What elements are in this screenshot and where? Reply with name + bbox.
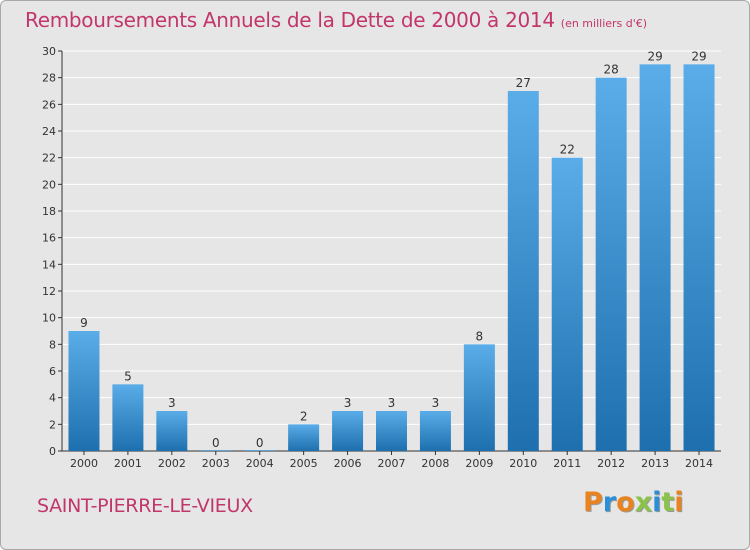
bar xyxy=(244,450,276,451)
y-tick-label: 12 xyxy=(42,285,56,298)
y-tick-label: 20 xyxy=(42,178,56,191)
bar xyxy=(595,77,627,452)
bar xyxy=(683,64,715,452)
y-tick-label: 14 xyxy=(42,258,56,271)
data-label: 22 xyxy=(560,143,575,157)
x-tick-label: 2008 xyxy=(421,457,449,470)
x-tick-label: 2004 xyxy=(246,457,274,470)
data-label: 27 xyxy=(516,76,531,90)
data-label: 3 xyxy=(432,396,440,410)
bar xyxy=(68,331,100,451)
y-tick-label: 30 xyxy=(42,45,56,58)
data-label: 8 xyxy=(476,329,484,343)
data-label: 3 xyxy=(344,396,352,410)
bar xyxy=(200,450,232,451)
data-label: 3 xyxy=(388,396,396,410)
x-tick-label: 2003 xyxy=(202,457,230,470)
bar xyxy=(112,384,144,451)
data-label: 5 xyxy=(124,369,132,383)
x-tick-label: 2013 xyxy=(641,457,669,470)
chart-title: Remboursements Annuels de la Dette de 20… xyxy=(25,8,647,32)
bar xyxy=(332,411,364,451)
y-tick-label: 0 xyxy=(49,445,56,458)
x-tick-label: 2006 xyxy=(334,457,362,470)
proxiti-logo: Proxiti xyxy=(583,487,684,518)
x-tick-label: 2014 xyxy=(685,457,713,470)
y-tick-label: 24 xyxy=(42,125,56,138)
logo-letter: i xyxy=(674,487,684,518)
data-label: 29 xyxy=(691,49,706,63)
y-tick-label: 4 xyxy=(49,392,56,405)
data-label: 0 xyxy=(212,436,220,450)
data-labels: 9 5 3 0 0 2 3 3 3 8 27 22 28 29 29 xyxy=(80,49,707,450)
x-tick-label: 2011 xyxy=(553,457,581,470)
y-tick-label: 16 xyxy=(42,232,56,245)
y-tick-label: 28 xyxy=(42,72,56,85)
y-tick-label: 8 xyxy=(49,338,56,351)
x-tick-label: 2005 xyxy=(290,457,318,470)
bar xyxy=(463,344,495,451)
data-label: 0 xyxy=(256,436,264,450)
bar xyxy=(551,157,583,451)
data-label: 28 xyxy=(604,63,619,77)
logo-letter: o xyxy=(616,487,635,518)
x-tick-label: 2009 xyxy=(465,457,493,470)
bar xyxy=(639,64,671,452)
y-tick-label: 22 xyxy=(42,152,56,165)
x-tick-label: 2010 xyxy=(509,457,537,470)
y-tick-label: 2 xyxy=(49,418,56,431)
y-tick-label: 18 xyxy=(42,205,56,218)
bar xyxy=(288,424,320,451)
bar xyxy=(156,411,188,451)
chart-title-main: Remboursements Annuels de la Dette de 20… xyxy=(25,8,555,32)
bar xyxy=(376,411,407,451)
bars xyxy=(68,64,715,452)
data-label: 29 xyxy=(647,49,662,63)
commune-name: SAINT-PIERRE-LE-VIEUX xyxy=(37,495,253,517)
chart-subtitle: (en milliers d'€) xyxy=(560,17,648,30)
data-label: 2 xyxy=(300,409,308,423)
x-tick-label: 2001 xyxy=(114,457,142,470)
y-tick-label: 6 xyxy=(49,365,56,378)
bar xyxy=(419,411,451,451)
x-tick-label: 2002 xyxy=(158,457,186,470)
data-label: 3 xyxy=(168,396,176,410)
data-label: 9 xyxy=(80,316,88,330)
x-tick-label: 2007 xyxy=(378,457,406,470)
logo-letter: x xyxy=(634,487,653,518)
logo-letter: r xyxy=(602,487,617,518)
logo-letter: i xyxy=(652,487,662,518)
x-tick-label: 2012 xyxy=(597,457,625,470)
bar xyxy=(507,91,539,451)
logo-letter: t xyxy=(661,487,675,518)
y-tick-label: 26 xyxy=(42,98,56,111)
y-tick-label: 10 xyxy=(42,312,56,325)
logo-letter: P xyxy=(583,487,603,518)
x-tick-label: 2000 xyxy=(70,457,98,470)
